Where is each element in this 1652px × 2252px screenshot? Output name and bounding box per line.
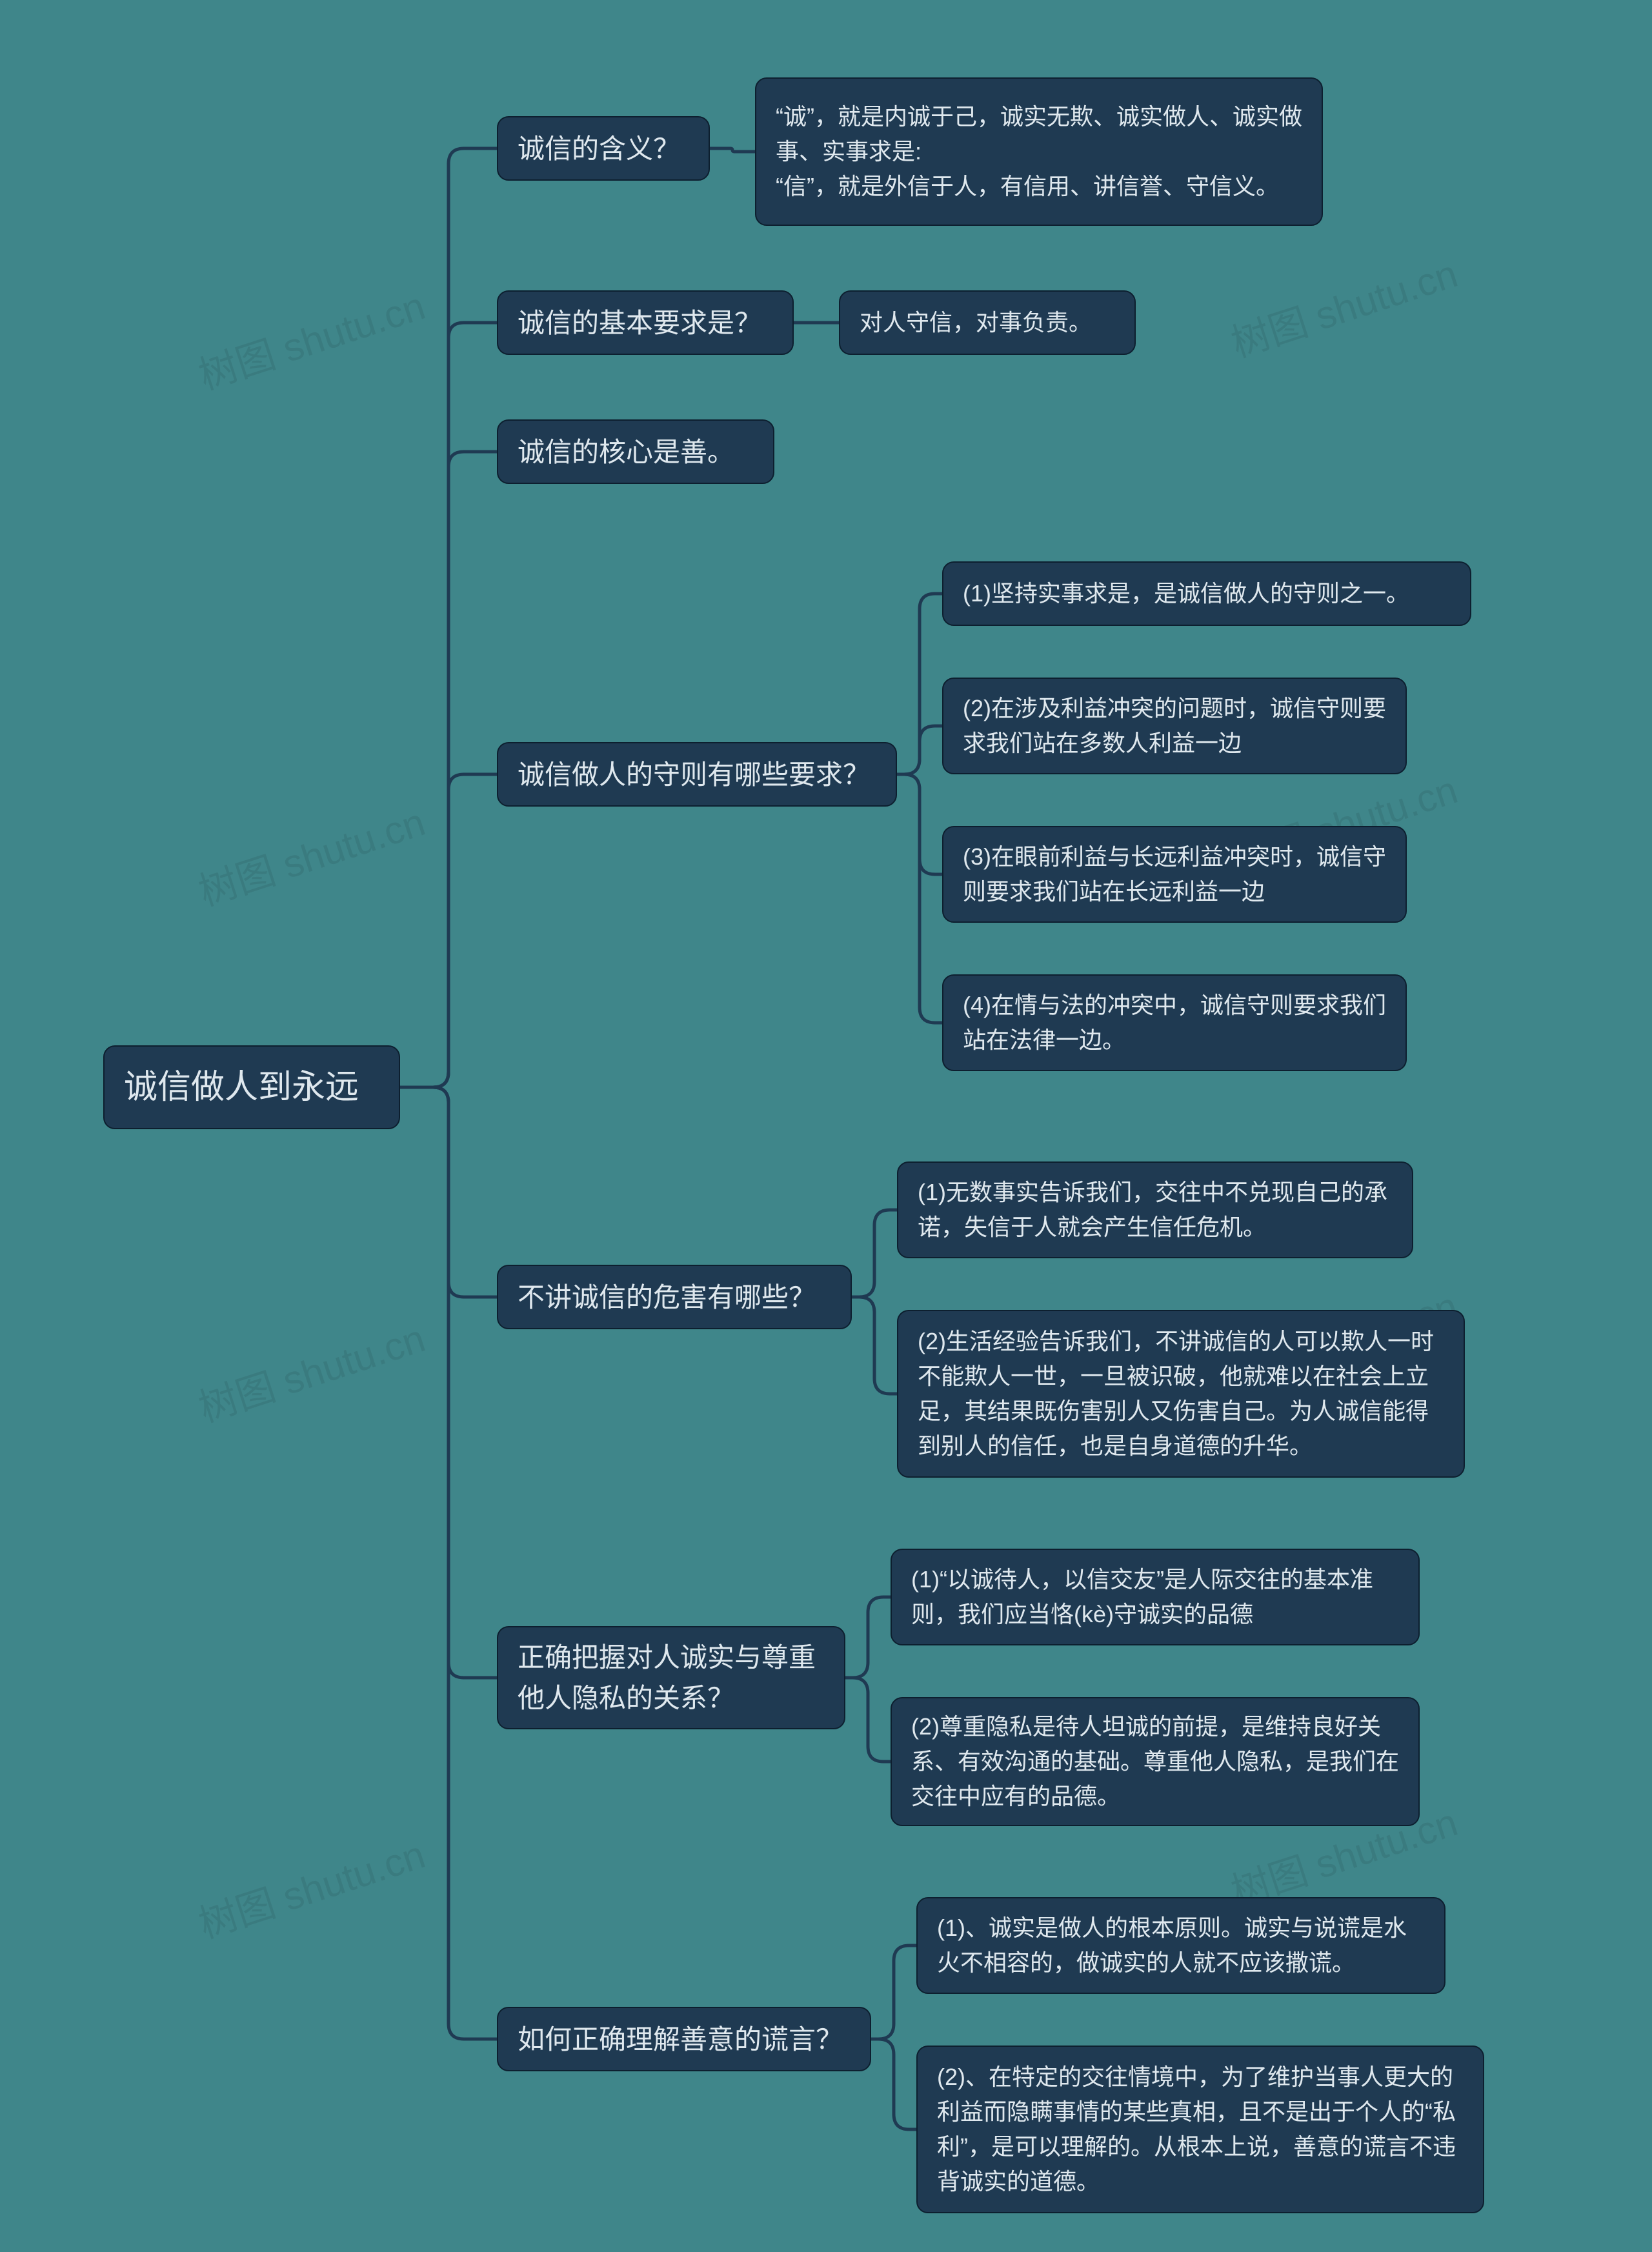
leaf-label: (3)在眼前利益与长远利益冲突时，诚信守则要求我们站在长远利益一边 bbox=[963, 839, 1386, 909]
watermark-text: 树图 shutu.cn bbox=[190, 791, 431, 917]
leaf-node: (2)生活经验告诉我们，不讲诚信的人可以欺人一时不能欺人一世，一旦被识破，他就难… bbox=[897, 1310, 1465, 1478]
leaf-label: “诚”，就是内诚于己，诚实无欺、诚实做人、诚实做事、实事求是: “信”，就是外信… bbox=[776, 99, 1302, 204]
leaf-node: (2)、在特定的交往情境中，为了维护当事人更大的利益而隐瞒事情的某些真相，且不是… bbox=[916, 2046, 1484, 2213]
leaf-label: (4)在情与法的冲突中，诚信守则要求我们站在法律一边。 bbox=[963, 988, 1386, 1058]
branch-node: 诚信的基本要求是？ bbox=[497, 290, 794, 355]
branch-node: 诚信的含义？ bbox=[497, 116, 710, 181]
leaf-label: 对人守信，对事负责。 bbox=[860, 305, 1092, 340]
leaf-node: (2)在涉及利益冲突的问题时，诚信守则要求我们站在多数人利益一边 bbox=[942, 678, 1407, 774]
branch-label: 诚信的核心是善。 bbox=[518, 432, 734, 472]
branch-node: 诚信的核心是善。 bbox=[497, 419, 774, 484]
watermark-text: 树图 shutu.cn bbox=[190, 1824, 431, 1949]
branch-label: 如何正确理解善意的谎言？ bbox=[518, 2019, 843, 2060]
leaf-node: “诚”，就是内诚于己，诚实无欺、诚实做人、诚实做事、实事求是: “信”，就是外信… bbox=[755, 77, 1323, 226]
leaf-label: (2)生活经验告诉我们，不讲诚信的人可以欺人一时不能欺人一世，一旦被识破，他就难… bbox=[918, 1324, 1444, 1463]
branch-node: 诚信做人的守则有哪些要求？ bbox=[497, 742, 897, 807]
leaf-node: 对人守信，对事负责。 bbox=[839, 290, 1136, 355]
leaf-node: (2)尊重隐私是待人坦诚的前提，是维持良好关系、有效沟通的基础。尊重他人隐私，是… bbox=[891, 1697, 1420, 1826]
branch-label: 不讲诚信的危害有哪些？ bbox=[518, 1277, 816, 1318]
leaf-node: (1)无数事实告诉我们，交往中不兑现自己的承诺，失信于人就会产生信任危机。 bbox=[897, 1161, 1413, 1258]
branch-label: 正确把握对人诚实与尊重他人隐私的关系？ bbox=[518, 1637, 825, 1718]
branch-node: 如何正确理解善意的谎言？ bbox=[497, 2007, 871, 2071]
leaf-node: (1)、诚实是做人的根本原则。诚实与说谎是水火不相容的，做诚实的人就不应该撒谎。 bbox=[916, 1897, 1446, 1994]
leaf-label: (2)尊重隐私是待人坦诚的前提，是维持良好关系、有效沟通的基础。尊重他人隐私，是… bbox=[911, 1709, 1399, 1814]
leaf-label: (1)坚持实事求是，是诚信做人的守则之一。 bbox=[963, 576, 1409, 611]
leaf-node: (1)坚持实事求是，是诚信做人的守则之一。 bbox=[942, 561, 1471, 626]
branch-label: 诚信的基本要求是？ bbox=[518, 303, 761, 343]
leaf-node: (3)在眼前利益与长远利益冲突时，诚信守则要求我们站在长远利益一边 bbox=[942, 826, 1407, 923]
watermark-text: 树图 shutu.cn bbox=[1223, 243, 1464, 368]
leaf-label: (1)无数事实告诉我们，交往中不兑现自己的承诺，失信于人就会产生信任危机。 bbox=[918, 1175, 1393, 1245]
root-label: 诚信做人到永远 bbox=[124, 1062, 359, 1112]
watermark-text: 树图 shutu.cn bbox=[190, 275, 431, 401]
leaf-label: (1)、诚实是做人的根本原则。诚实与说谎是水火不相容的，做诚实的人就不应该撒谎。 bbox=[937, 1911, 1425, 1980]
branch-label: 诚信的含义？ bbox=[518, 128, 680, 169]
leaf-label: (1)“以诚待人，以信交友”是人际交往的基本准则，我们应当恪(kè)守诚实的品德 bbox=[911, 1562, 1399, 1632]
leaf-label: (2)、在特定的交往情境中，为了维护当事人更大的利益而隐瞒事情的某些真相，且不是… bbox=[937, 2060, 1464, 2199]
watermark-text: 树图 shutu.cn bbox=[190, 1307, 431, 1433]
root-node: 诚信做人到永远 bbox=[103, 1045, 400, 1129]
leaf-label: (2)在涉及利益冲突的问题时，诚信守则要求我们站在多数人利益一边 bbox=[963, 691, 1386, 761]
branch-node: 正确把握对人诚实与尊重他人隐私的关系？ bbox=[497, 1626, 845, 1729]
branch-label: 诚信做人的守则有哪些要求？ bbox=[518, 754, 870, 795]
leaf-node: (4)在情与法的冲突中，诚信守则要求我们站在法律一边。 bbox=[942, 974, 1407, 1071]
branch-node: 不讲诚信的危害有哪些？ bbox=[497, 1265, 852, 1329]
leaf-node: (1)“以诚待人，以信交友”是人际交往的基本准则，我们应当恪(kè)守诚实的品德 bbox=[891, 1549, 1420, 1645]
